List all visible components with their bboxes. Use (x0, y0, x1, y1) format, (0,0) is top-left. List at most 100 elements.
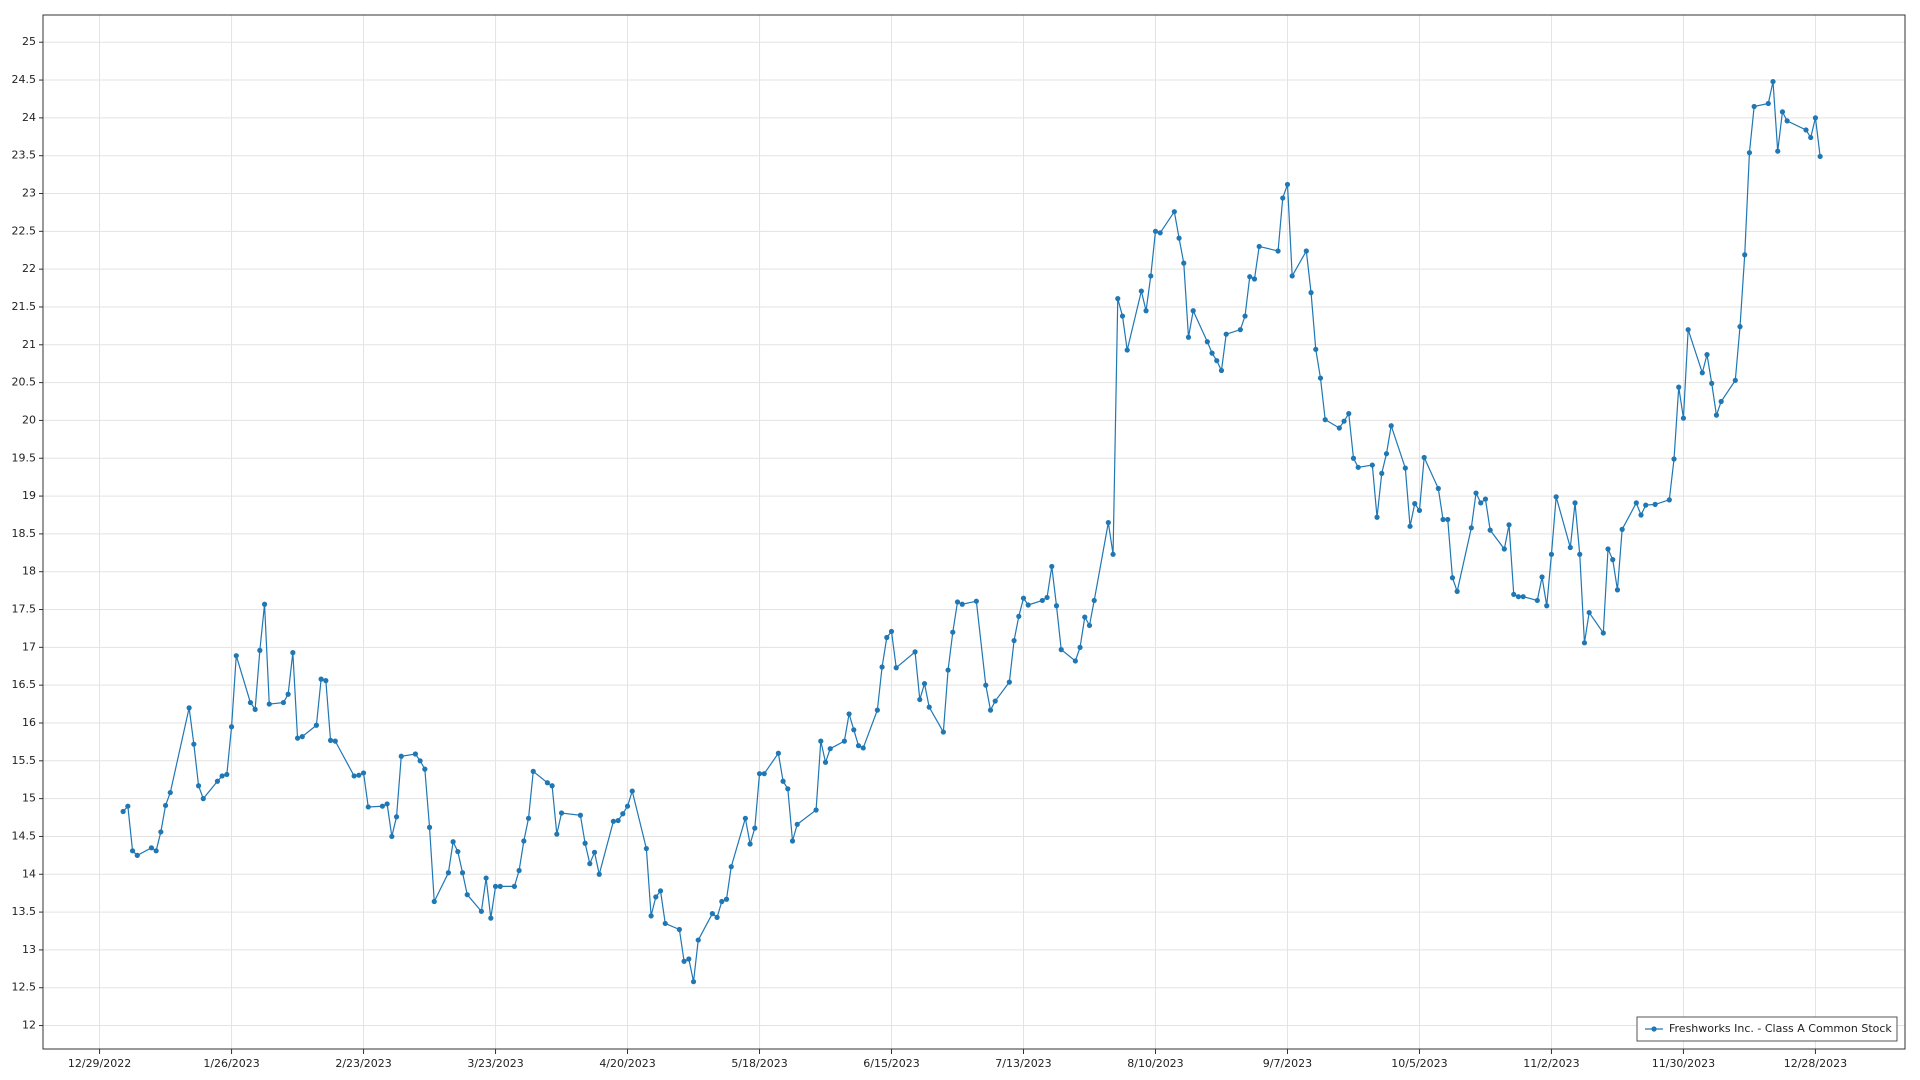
data-point (1699, 370, 1705, 376)
y-tick-label: 23.5 (12, 149, 37, 162)
data-point (158, 829, 164, 835)
data-point (1256, 243, 1262, 250)
data-point (917, 696, 923, 703)
data-point (1581, 640, 1588, 646)
data-point (525, 815, 532, 821)
data-point (1115, 296, 1121, 302)
data-point (1779, 109, 1786, 115)
data-point (530, 768, 536, 775)
data-point (761, 771, 767, 777)
data-point (1652, 501, 1658, 507)
y-tick-label: 24 (22, 111, 36, 124)
data-point (1091, 597, 1097, 604)
data-point (1289, 273, 1295, 279)
data-point (554, 831, 560, 837)
data-point (1322, 417, 1328, 423)
data-point (1209, 350, 1215, 356)
data-point (1412, 501, 1418, 507)
data-point (1685, 327, 1691, 333)
data-point (1478, 500, 1484, 506)
data-point (1751, 103, 1757, 110)
data-point (1247, 274, 1253, 280)
y-tick-label: 19 (22, 489, 36, 502)
y-tick-label: 17 (22, 640, 36, 653)
data-point (1388, 423, 1394, 429)
data-point (1770, 78, 1776, 85)
data-point (794, 821, 800, 827)
data-point (742, 815, 748, 821)
y-tick-label: 21.5 (12, 300, 37, 313)
data-point (1124, 347, 1130, 353)
data-point (1633, 500, 1639, 506)
data-point (1737, 324, 1743, 330)
data-point (1105, 519, 1111, 526)
data-point (247, 699, 254, 706)
x-tick-label: 10/5/2023 (1391, 1057, 1447, 1070)
data-point (855, 743, 862, 749)
data-point (422, 766, 428, 772)
data-point (1143, 308, 1149, 314)
data-point (1119, 313, 1126, 319)
series-line (122, 81, 1821, 982)
data-point (1138, 288, 1144, 294)
data-point (1732, 377, 1738, 383)
data-point (1440, 516, 1446, 523)
data-point (455, 848, 461, 855)
data-point (577, 812, 583, 818)
data-point (351, 773, 357, 779)
data-point (846, 711, 852, 717)
data-point (1251, 276, 1258, 282)
data-point (195, 783, 202, 789)
data-point (327, 737, 334, 743)
data-point (1539, 574, 1545, 580)
data-point (1449, 575, 1456, 581)
x-tick-label: 7/13/2023 (995, 1057, 1051, 1070)
data-point (1482, 496, 1489, 502)
data-point (1586, 609, 1592, 616)
data-point (1082, 614, 1088, 620)
y-tick-label: 13 (22, 943, 36, 956)
data-point (1369, 462, 1375, 468)
data-point (1765, 100, 1771, 107)
data-point (497, 883, 503, 889)
data-point (1421, 454, 1427, 461)
data-point (285, 691, 291, 697)
y-tick-label: 12 (22, 1019, 36, 1032)
data-point (1157, 230, 1163, 236)
data-point (690, 979, 697, 985)
legend: Freshworks Inc. - Class A Common Stock (1636, 1016, 1898, 1042)
data-point (695, 937, 701, 943)
data-point (1775, 148, 1781, 154)
y-tick-label: 20.5 (12, 376, 37, 389)
y-tick-label: 19.5 (12, 451, 37, 464)
data-point (582, 840, 588, 846)
data-point (365, 804, 371, 810)
data-point (1016, 613, 1022, 619)
data-point (940, 729, 946, 735)
data-point (1718, 398, 1724, 405)
data-point (544, 780, 550, 786)
data-point (1313, 346, 1319, 352)
data-point (1671, 456, 1677, 462)
y-tick-label: 15 (22, 792, 36, 805)
data-point (884, 634, 890, 641)
data-point (662, 920, 668, 927)
data-point (1044, 594, 1050, 601)
data-point (1025, 602, 1031, 608)
data-point (723, 896, 730, 902)
x-tick-label: 12/29/2022 (68, 1057, 131, 1070)
data-point (511, 883, 517, 889)
data-point (1176, 235, 1182, 241)
data-point (1468, 525, 1474, 531)
x-tick-label: 9/7/2023 (1263, 1057, 1312, 1070)
data-point (214, 778, 221, 784)
data-point (1039, 597, 1045, 604)
data-point (162, 802, 169, 809)
data-point (1445, 516, 1451, 523)
data-point (1416, 507, 1423, 514)
data-point (1808, 134, 1814, 141)
data-point (1803, 127, 1809, 133)
data-point (1614, 587, 1621, 593)
data-point (1237, 327, 1243, 333)
x-tick-label: 12/28/2023 (1784, 1057, 1847, 1070)
